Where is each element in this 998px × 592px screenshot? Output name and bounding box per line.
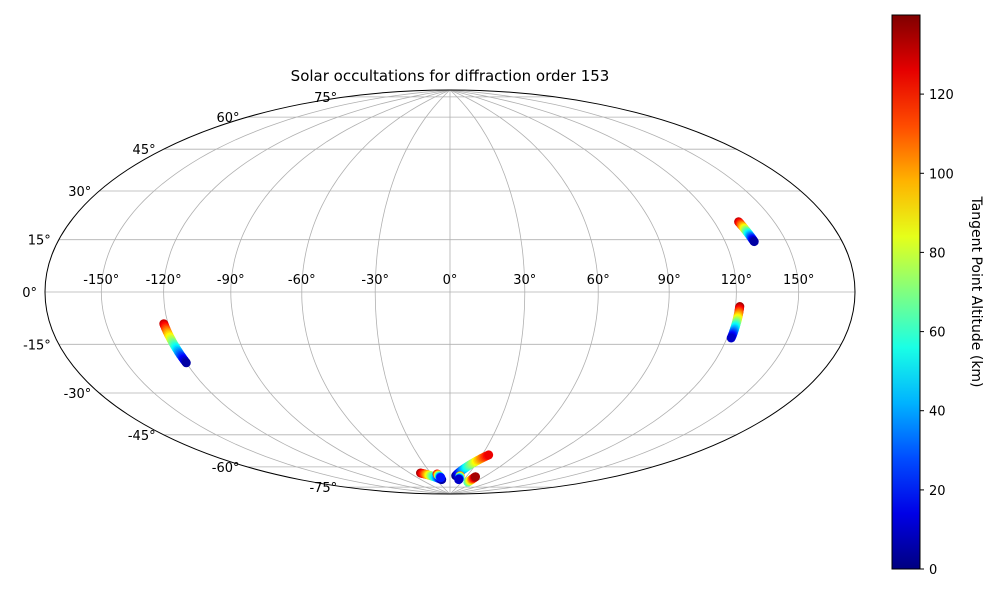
lat-tick-label: 30° (68, 185, 91, 200)
lat-tick-label: 45° (133, 143, 156, 158)
lat-tick-label: -15° (23, 338, 51, 353)
lon-tick-label: 150° (783, 273, 814, 288)
lat-tick-label: 0° (22, 286, 37, 301)
lat-tick-label: -30° (64, 387, 92, 402)
lon-tick-label: -90° (217, 273, 245, 288)
colorbar-label: Tangent Point Altitude (km) (968, 195, 984, 387)
lat-tick-label: -75° (309, 481, 337, 496)
data-point (749, 237, 759, 247)
lat-tick-label: -60° (212, 461, 240, 476)
colorbar-tick-label: 0 (929, 563, 937, 578)
lon-tick-label: 120° (721, 273, 752, 288)
lon-tick-label: 30° (513, 273, 536, 288)
lon-tick-label: 0° (443, 273, 458, 288)
graticule (45, 90, 855, 494)
colorbar-tick-label: 20 (929, 484, 946, 499)
colorbar (891, 14, 921, 570)
colorbar-tick-label: 60 (929, 326, 946, 341)
lon-tick-label: -30° (361, 273, 389, 288)
colorbar-tick-label: 40 (929, 405, 946, 420)
lat-tick-label: 60° (216, 111, 239, 126)
chart-title: Solar occultations for diffraction order… (291, 67, 610, 85)
data-point (471, 472, 480, 482)
colorbar-tick-label: 120 (929, 88, 954, 103)
lon-tick-label: -150° (83, 273, 119, 288)
lat-tick-label: 75° (314, 91, 337, 106)
lat-tick-label: -45° (128, 429, 156, 444)
colorbar-ticks: 0 20 40 60 80 100 120 (920, 88, 954, 578)
lon-tick-label: -120° (146, 273, 182, 288)
data-point (454, 475, 464, 485)
colorbar-tick-label: 80 (929, 246, 946, 261)
latitude-tick-labels: -75° -60° -45° -30° -15° 0° 15° 30° 45° 60° 75° (22, 91, 337, 496)
lon-tick-label: 60° (587, 273, 610, 288)
lat-tick-label: 15° (28, 234, 51, 249)
data-point (726, 333, 736, 343)
data-point (181, 358, 191, 368)
longitude-tick-labels: -150° -120° -90° -60° -30° 0° 30° 60° 90° 120° 150… (83, 273, 814, 288)
data-points (159, 217, 759, 487)
lon-tick-label: -60° (288, 273, 316, 288)
colorbar-tick-label: 100 (929, 167, 954, 182)
data-point (436, 473, 446, 483)
map-boundary (44, 89, 856, 495)
data-point (484, 450, 494, 460)
lon-tick-label: 90° (658, 273, 681, 288)
